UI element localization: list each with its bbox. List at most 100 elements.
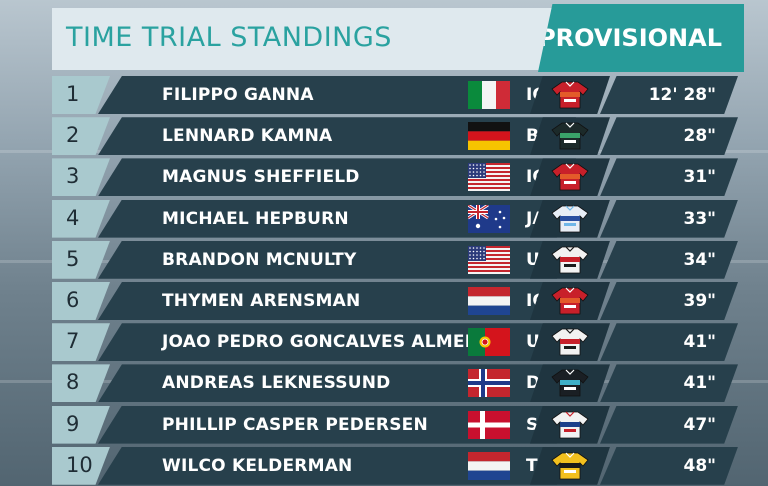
rider-cell: PHILLIP CASPER PEDERSEN SOQ [98, 405, 576, 444]
us-flag-icon [468, 163, 510, 192]
time-gap: 28" [683, 126, 716, 147]
rank-cell: 4 [52, 199, 110, 238]
standing-row: 1 FILIPPO GANNA IGD 12' 28" [52, 76, 738, 114]
rank-cell: 10 [52, 446, 110, 485]
rider-cell: THYMEN ARENSMAN IGD [98, 282, 576, 320]
status-label: PROVISIONAL [538, 24, 722, 52]
team-jersey-icon [550, 327, 590, 357]
time-cell: 39" [600, 282, 738, 320]
standing-row: 4 MICHAEL HEPBURN JAY 33" [52, 199, 738, 238]
it-flag-icon [468, 81, 510, 109]
standing-row: 7 JOAO PEDRO GONCALVES ALMEIDA UAD 41" [52, 323, 738, 362]
rider-cell: FILIPPO GANNA IGD [98, 76, 576, 114]
jersey-cell [530, 199, 610, 238]
rider-name: MAGNUS SHEFFIELD [162, 167, 360, 188]
jersey-cell [530, 240, 610, 279]
jersey-cell [530, 364, 610, 403]
rider-cell: MAGNUS SHEFFIELD IGD [98, 158, 576, 197]
rider-cell: ANDREAS LEKNESSUND DSM [98, 364, 576, 403]
rider-name: JOAO PEDRO GONCALVES ALMEIDA [162, 332, 499, 353]
standing-row: 6 THYMEN ARENSMAN IGD 39" [52, 282, 738, 320]
time-gap: 31" [683, 167, 716, 188]
nl-flag-icon [468, 287, 510, 315]
rider-name: LENNARD KAMNA [162, 126, 333, 147]
jersey-cell [530, 76, 610, 114]
time-cell: 28" [600, 117, 738, 156]
rider-name: WILCO KELDERMAN [162, 455, 353, 476]
standing-row: 8 ANDREAS LEKNESSUND DSM 41" [52, 364, 738, 403]
time-cell: 48" [600, 446, 738, 485]
rank-number: 2 [66, 123, 80, 148]
rank-cell: 5 [52, 240, 110, 279]
team-jersey-icon [550, 451, 590, 481]
time-gap: 33" [683, 208, 716, 229]
standing-row: 3 MAGNUS SHEFFIELD IGD 31" [52, 158, 738, 197]
team-jersey-icon [550, 368, 590, 398]
time-cell: 47" [600, 405, 738, 444]
jersey-cell [530, 446, 610, 485]
jersey-cell [530, 323, 610, 362]
time-cell: 12' 28" [600, 76, 738, 114]
jersey-cell [530, 117, 610, 156]
time-cell: 31" [600, 158, 738, 197]
rider-name: MICHAEL HEPBURN [162, 208, 349, 229]
rank-cell: 9 [52, 405, 110, 444]
us-flag-icon [468, 245, 510, 274]
standing-row: 2 LENNARD KAMNA BOH 28" [52, 117, 738, 156]
rank-number: 4 [66, 205, 80, 230]
rank-cell: 6 [52, 282, 110, 320]
rank-cell: 8 [52, 364, 110, 403]
pt-flag-icon [468, 328, 510, 357]
status-banner: PROVISIONAL [538, 4, 744, 72]
standing-row: 10 WILCO KELDERMAN TJV 48" [52, 446, 738, 485]
time-cell: 41" [600, 364, 738, 403]
jersey-cell [530, 405, 610, 444]
rank-cell: 1 [52, 76, 110, 114]
jersey-cell [530, 282, 610, 320]
rank-number: 7 [66, 329, 80, 354]
time-gap: 41" [683, 373, 716, 394]
rank-number: 9 [66, 411, 80, 436]
rank-number: 10 [66, 452, 93, 477]
rank-number: 1 [66, 82, 80, 106]
standing-row: 9 PHILLIP CASPER PEDERSEN SOQ 47" [52, 405, 738, 444]
rider-cell: JOAO PEDRO GONCALVES ALMEIDA UAD [98, 323, 576, 362]
rider-name: THYMEN ARENSMAN [162, 291, 361, 311]
rank-cell: 7 [52, 323, 110, 362]
rider-name: FILIPPO GANNA [162, 85, 314, 105]
team-jersey-icon [550, 286, 590, 316]
rider-name: BRANDON MCNULTY [162, 249, 357, 270]
team-jersey-icon [550, 245, 590, 275]
team-jersey-icon [550, 204, 590, 234]
time-gap: 48" [683, 455, 716, 476]
title-banner: TIME TRIAL STANDINGS [52, 8, 572, 70]
time-gap: 39" [683, 291, 716, 311]
rank-number: 6 [66, 288, 80, 312]
rank-number: 8 [66, 370, 80, 395]
page-title: TIME TRIAL STANDINGS [66, 22, 392, 53]
rider-cell: MICHAEL HEPBURN JAY [98, 199, 576, 238]
rider-name: PHILLIP CASPER PEDERSEN [162, 414, 428, 435]
rider-name: ANDREAS LEKNESSUND [162, 373, 391, 394]
jersey-cell [530, 158, 610, 197]
rider-cell: BRANDON MCNULTY UAD [98, 240, 576, 279]
rider-cell: LENNARD KAMNA BOH [98, 117, 576, 156]
time-gap: 12' 28" [648, 85, 716, 105]
team-jersey-icon [550, 121, 590, 151]
team-jersey-icon [550, 80, 590, 110]
rank-number: 3 [66, 164, 80, 189]
time-gap: 41" [683, 332, 716, 353]
team-jersey-icon [550, 162, 590, 192]
time-cell: 34" [600, 240, 738, 279]
dk-flag-icon [468, 410, 510, 439]
de-flag-icon [468, 122, 510, 151]
rank-cell: 3 [52, 158, 110, 197]
no-flag-icon [468, 369, 510, 398]
time-cell: 33" [600, 199, 738, 238]
rank-number: 5 [66, 246, 80, 271]
time-gap: 34" [683, 249, 716, 270]
standing-row: 5 BRANDON MCNULTY UAD 34" [52, 240, 738, 279]
time-gap: 47" [683, 414, 716, 435]
rider-cell: WILCO KELDERMAN TJV [98, 446, 576, 485]
rank-cell: 2 [52, 117, 110, 156]
